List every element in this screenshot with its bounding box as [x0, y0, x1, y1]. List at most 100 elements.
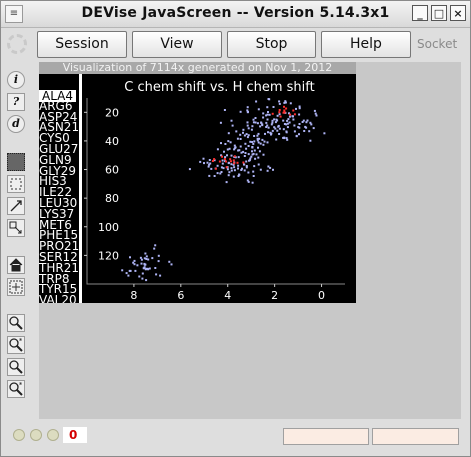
home-icon[interactable]: [7, 256, 25, 274]
data-point: [233, 162, 236, 165]
select-icon[interactable]: [7, 153, 25, 171]
data-point: [258, 137, 261, 140]
data-point: [298, 126, 301, 129]
residue-item[interactable]: VAL20: [39, 293, 77, 303]
residue-item[interactable]: PRO21: [39, 239, 79, 254]
data-point: [278, 100, 281, 103]
zoom-out-xy-icon[interactable]: *: [7, 380, 25, 398]
move-icon[interactable]: [7, 219, 25, 237]
data-point: [253, 149, 256, 152]
data-point: [287, 118, 290, 121]
residue-item[interactable]: PHE15: [39, 228, 79, 243]
fit-view-icon[interactable]: [7, 278, 25, 296]
data-point: [230, 169, 233, 172]
data-point: [252, 152, 255, 155]
data-point: [278, 113, 281, 116]
help-button[interactable]: Help: [321, 31, 411, 58]
data-point: [266, 118, 269, 121]
data-point: [222, 167, 225, 170]
residue-item[interactable]: ASP24: [39, 109, 78, 124]
residue-item[interactable]: TYR15: [39, 282, 78, 297]
data-point: [246, 179, 249, 182]
zoom-in-xy-icon[interactable]: *: [7, 336, 25, 354]
zoom-out-icon[interactable]: [7, 358, 25, 376]
data-point: [206, 161, 209, 164]
data-point: [147, 268, 150, 271]
residue-item[interactable]: GLN9: [39, 152, 72, 167]
data-point: [266, 106, 269, 109]
data-point: [293, 130, 296, 133]
data-icon[interactable]: d: [7, 115, 25, 133]
data-point: [240, 151, 243, 154]
data-point: [139, 256, 142, 259]
list-divider: [79, 74, 82, 303]
maximize-icon[interactable]: □: [431, 5, 447, 21]
data-point: [238, 149, 241, 152]
residue-item[interactable]: LEU30: [39, 196, 78, 210]
residue-item[interactable]: CYS0: [39, 131, 70, 146]
residue-item[interactable]: SER12: [39, 250, 78, 264]
data-point: [251, 181, 254, 184]
status-field-2: [372, 428, 459, 445]
minimize-icon[interactable]: _: [412, 5, 428, 21]
data-point: [252, 118, 255, 121]
data-point: [246, 124, 249, 127]
residue-item[interactable]: GLY29: [39, 163, 76, 178]
info-icon[interactable]: i: [7, 71, 25, 89]
y-tick-label: 60: [105, 164, 119, 177]
data-point: [256, 139, 259, 142]
data-point: [138, 275, 141, 278]
rubberband-icon[interactable]: [7, 175, 25, 193]
data-point: [129, 256, 131, 259]
stop-button[interactable]: Stop: [227, 31, 316, 58]
data-point: [295, 107, 297, 110]
app-menu-icon[interactable]: ≡: [5, 5, 23, 23]
residue-item[interactable]: ILE22: [39, 185, 73, 200]
residue-item[interactable]: LYS37: [39, 206, 75, 221]
session-button[interactable]: Session: [37, 31, 127, 58]
data-point: [227, 174, 230, 177]
data-point: [242, 150, 245, 153]
view-button[interactable]: View: [132, 31, 222, 58]
data-point: [145, 258, 148, 260]
data-point: [284, 101, 287, 104]
data-point: [309, 121, 312, 124]
x-tick-label: 8: [130, 289, 137, 302]
data-point: [145, 255, 148, 258]
data-point: [141, 277, 144, 280]
data-point: [225, 166, 228, 169]
data-point: [298, 113, 301, 116]
visualization-view[interactable]: [39, 74, 356, 303]
resize-icon[interactable]: [7, 197, 25, 215]
residue-list[interactable]: ALA4 ARG6 ASP24 ASN21 CYS0 GLU27 GLN9 GLY29 HIS3…: [39, 74, 79, 303]
data-point: [261, 138, 264, 141]
data-point: [250, 128, 253, 131]
residue-item[interactable]: HIS3: [39, 174, 67, 189]
data-point: [246, 109, 249, 112]
residue-item[interactable]: ARG6: [39, 98, 73, 113]
data-point: [282, 111, 285, 114]
data-point: [220, 142, 222, 145]
settings-gear-icon[interactable]: [7, 34, 27, 54]
data-point: [245, 165, 248, 167]
data-point: [246, 121, 249, 124]
data-point: [244, 152, 247, 154]
residue-item[interactable]: ASN21: [39, 120, 79, 135]
data-point: [288, 115, 291, 118]
data-point: [257, 156, 260, 159]
residue-item[interactable]: ALA4: [39, 90, 77, 102]
residue-item[interactable]: TRP8: [39, 271, 70, 286]
data-point: [269, 131, 272, 134]
close-icon[interactable]: ×: [450, 5, 466, 21]
data-point: [202, 157, 205, 160]
data-point: [293, 113, 296, 116]
data-point: [276, 114, 279, 117]
residue-item[interactable]: GLU27: [39, 142, 79, 156]
data-point: [239, 138, 242, 140]
zoom-in-icon[interactable]: [7, 314, 25, 332]
help-query-icon[interactable]: ?: [7, 93, 25, 111]
residue-item[interactable]: MET6: [39, 217, 72, 232]
residue-item[interactable]: THR21: [39, 260, 79, 275]
data-point: [234, 156, 237, 159]
